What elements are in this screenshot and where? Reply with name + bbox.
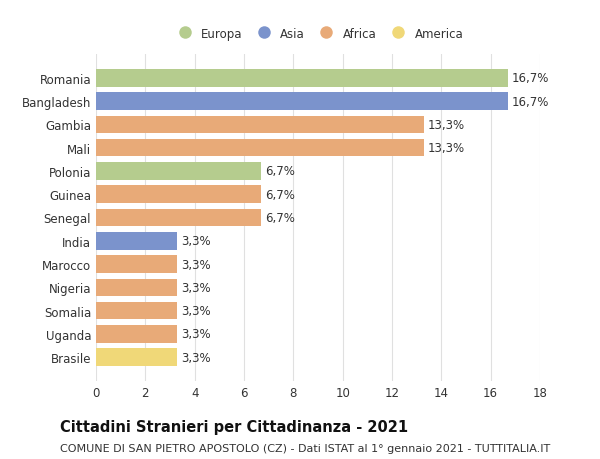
Text: 3,3%: 3,3% [181, 258, 211, 271]
Text: 6,7%: 6,7% [265, 212, 295, 224]
Bar [96, 209, 261, 227]
Bar [96, 140, 424, 157]
Text: 16,7%: 16,7% [512, 72, 549, 85]
Bar [96, 163, 261, 180]
Bar [96, 70, 508, 87]
Bar [96, 233, 178, 250]
Bar [96, 256, 178, 273]
Text: 3,3%: 3,3% [181, 235, 211, 248]
Text: COMUNE DI SAN PIETRO APOSTOLO (CZ) - Dati ISTAT al 1° gennaio 2021 - TUTTITALIA.: COMUNE DI SAN PIETRO APOSTOLO (CZ) - Dat… [60, 443, 550, 453]
Bar [96, 117, 424, 134]
Text: 3,3%: 3,3% [181, 304, 211, 318]
Text: 6,7%: 6,7% [265, 165, 295, 178]
Text: Cittadini Stranieri per Cittadinanza - 2021: Cittadini Stranieri per Cittadinanza - 2… [60, 419, 408, 434]
Bar [96, 279, 178, 297]
Text: 6,7%: 6,7% [265, 188, 295, 202]
Text: 3,3%: 3,3% [181, 328, 211, 341]
Bar [96, 325, 178, 343]
Text: 3,3%: 3,3% [181, 351, 211, 364]
Bar [96, 93, 508, 111]
Legend: Europa, Asia, Africa, America: Europa, Asia, Africa, America [170, 25, 466, 43]
Bar [96, 302, 178, 319]
Bar [96, 349, 178, 366]
Text: 3,3%: 3,3% [181, 281, 211, 294]
Text: 16,7%: 16,7% [512, 95, 549, 108]
Text: 13,3%: 13,3% [428, 142, 465, 155]
Text: 13,3%: 13,3% [428, 118, 465, 132]
Bar [96, 186, 261, 203]
